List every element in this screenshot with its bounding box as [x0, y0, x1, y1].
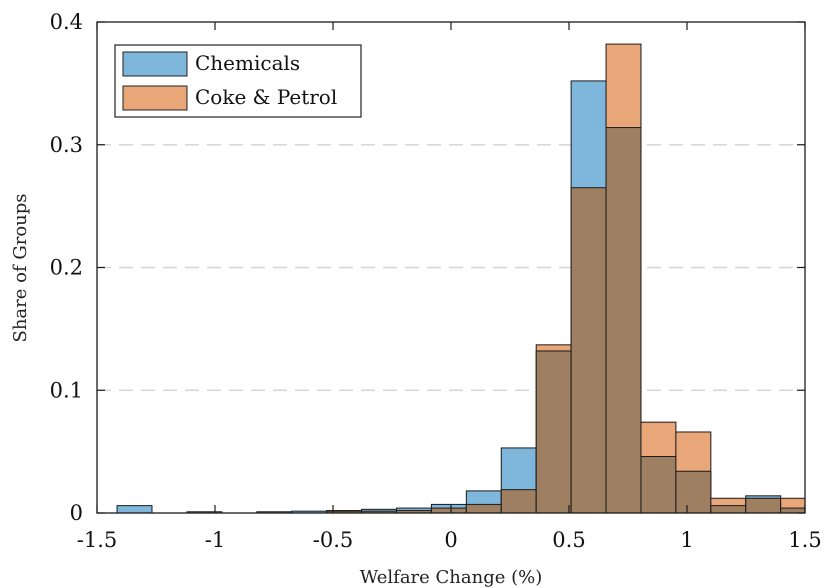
x-tick-label: -1 — [205, 528, 225, 552]
x-axis-label: Welfare Change (%) — [360, 567, 543, 588]
bar-overlap — [430, 507, 467, 514]
x-tick-label: 1.5 — [788, 528, 821, 552]
tick-labels: -1.5 -1 -0.5 0 0.5 1 1.5 0 0.1 0.2 0.3 0.4 — [50, 10, 822, 552]
bar-overlap — [570, 187, 607, 514]
bar-overlap — [780, 507, 806, 514]
bar-overlap — [535, 350, 572, 514]
y-tick-label: 0 — [70, 501, 83, 525]
x-tick-label: -1.5 — [77, 528, 118, 552]
bar-overlap — [710, 505, 747, 514]
x-tick-label: 0 — [444, 528, 457, 552]
bar-chemicals — [116, 505, 153, 514]
bar-overlap — [675, 470, 712, 514]
y-tick-label: 0.3 — [50, 133, 83, 157]
y-tick-label: 0.1 — [50, 378, 83, 402]
y-axis-label: Share of Groups — [10, 193, 31, 342]
bar-overlap — [605, 127, 642, 514]
y-tick-label: 0.4 — [50, 10, 83, 34]
legend-swatch-chemicals — [122, 51, 188, 77]
legend: Chemicals Coke & Petrol — [114, 44, 362, 118]
grid-lines — [97, 144, 805, 391]
legend-swatch-coke-petrol — [122, 85, 188, 111]
x-tick-label: 0.5 — [552, 528, 585, 552]
x-tick-label: -0.5 — [313, 528, 354, 552]
bar-overlap — [640, 456, 677, 514]
bar-overlap — [465, 503, 502, 514]
bar-overlap — [500, 489, 537, 514]
legend-label-chemicals: Chemicals — [195, 51, 300, 75]
bar-overlap — [745, 497, 782, 514]
bars — [116, 43, 806, 514]
axes — [96, 21, 806, 514]
legend-label-coke-petrol: Coke & Petrol — [195, 85, 337, 109]
y-tick-label: 0.2 — [50, 256, 83, 280]
x-tick-label: 1 — [680, 528, 693, 552]
